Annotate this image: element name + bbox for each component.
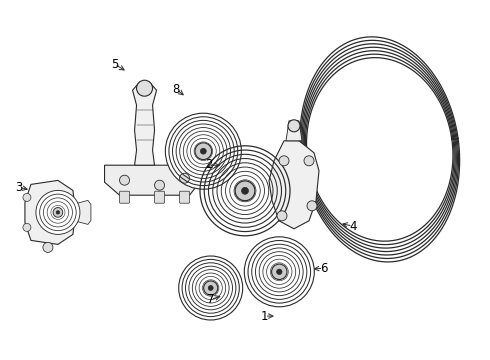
Text: 2: 2: [205, 158, 213, 171]
Polygon shape: [286, 121, 302, 141]
Circle shape: [288, 120, 300, 132]
Circle shape: [154, 180, 165, 190]
Ellipse shape: [245, 147, 252, 235]
Circle shape: [23, 193, 31, 201]
Circle shape: [307, 201, 317, 211]
Polygon shape: [73, 201, 91, 224]
Text: 3: 3: [15, 181, 23, 194]
Circle shape: [56, 211, 60, 214]
Circle shape: [36, 190, 80, 234]
Circle shape: [165, 113, 242, 189]
Circle shape: [200, 148, 206, 154]
Circle shape: [208, 285, 213, 291]
Circle shape: [120, 175, 129, 185]
Circle shape: [53, 208, 63, 217]
Circle shape: [277, 211, 287, 221]
Circle shape: [235, 181, 255, 201]
Ellipse shape: [211, 257, 216, 319]
Circle shape: [271, 264, 287, 279]
Polygon shape: [104, 165, 199, 195]
Circle shape: [276, 269, 282, 274]
Polygon shape: [269, 141, 319, 229]
Text: 7: 7: [207, 293, 215, 306]
Text: 5: 5: [111, 58, 119, 71]
Ellipse shape: [279, 238, 285, 306]
Circle shape: [195, 143, 212, 159]
Circle shape: [279, 156, 289, 166]
FancyBboxPatch shape: [154, 191, 165, 203]
Ellipse shape: [58, 191, 61, 234]
Text: 1: 1: [261, 310, 269, 323]
Circle shape: [200, 146, 290, 236]
Circle shape: [179, 173, 190, 183]
Circle shape: [43, 242, 53, 252]
Text: 6: 6: [319, 262, 327, 275]
Ellipse shape: [203, 114, 209, 188]
Polygon shape: [133, 82, 156, 165]
Circle shape: [204, 281, 218, 295]
Circle shape: [245, 237, 314, 307]
Text: 8: 8: [172, 83, 180, 96]
FancyBboxPatch shape: [120, 191, 129, 203]
Circle shape: [242, 187, 248, 194]
Polygon shape: [25, 180, 75, 244]
Circle shape: [304, 156, 314, 166]
Circle shape: [137, 80, 152, 96]
Circle shape: [23, 224, 31, 231]
FancyBboxPatch shape: [179, 191, 190, 203]
Circle shape: [179, 256, 243, 320]
Text: 4: 4: [349, 220, 357, 233]
